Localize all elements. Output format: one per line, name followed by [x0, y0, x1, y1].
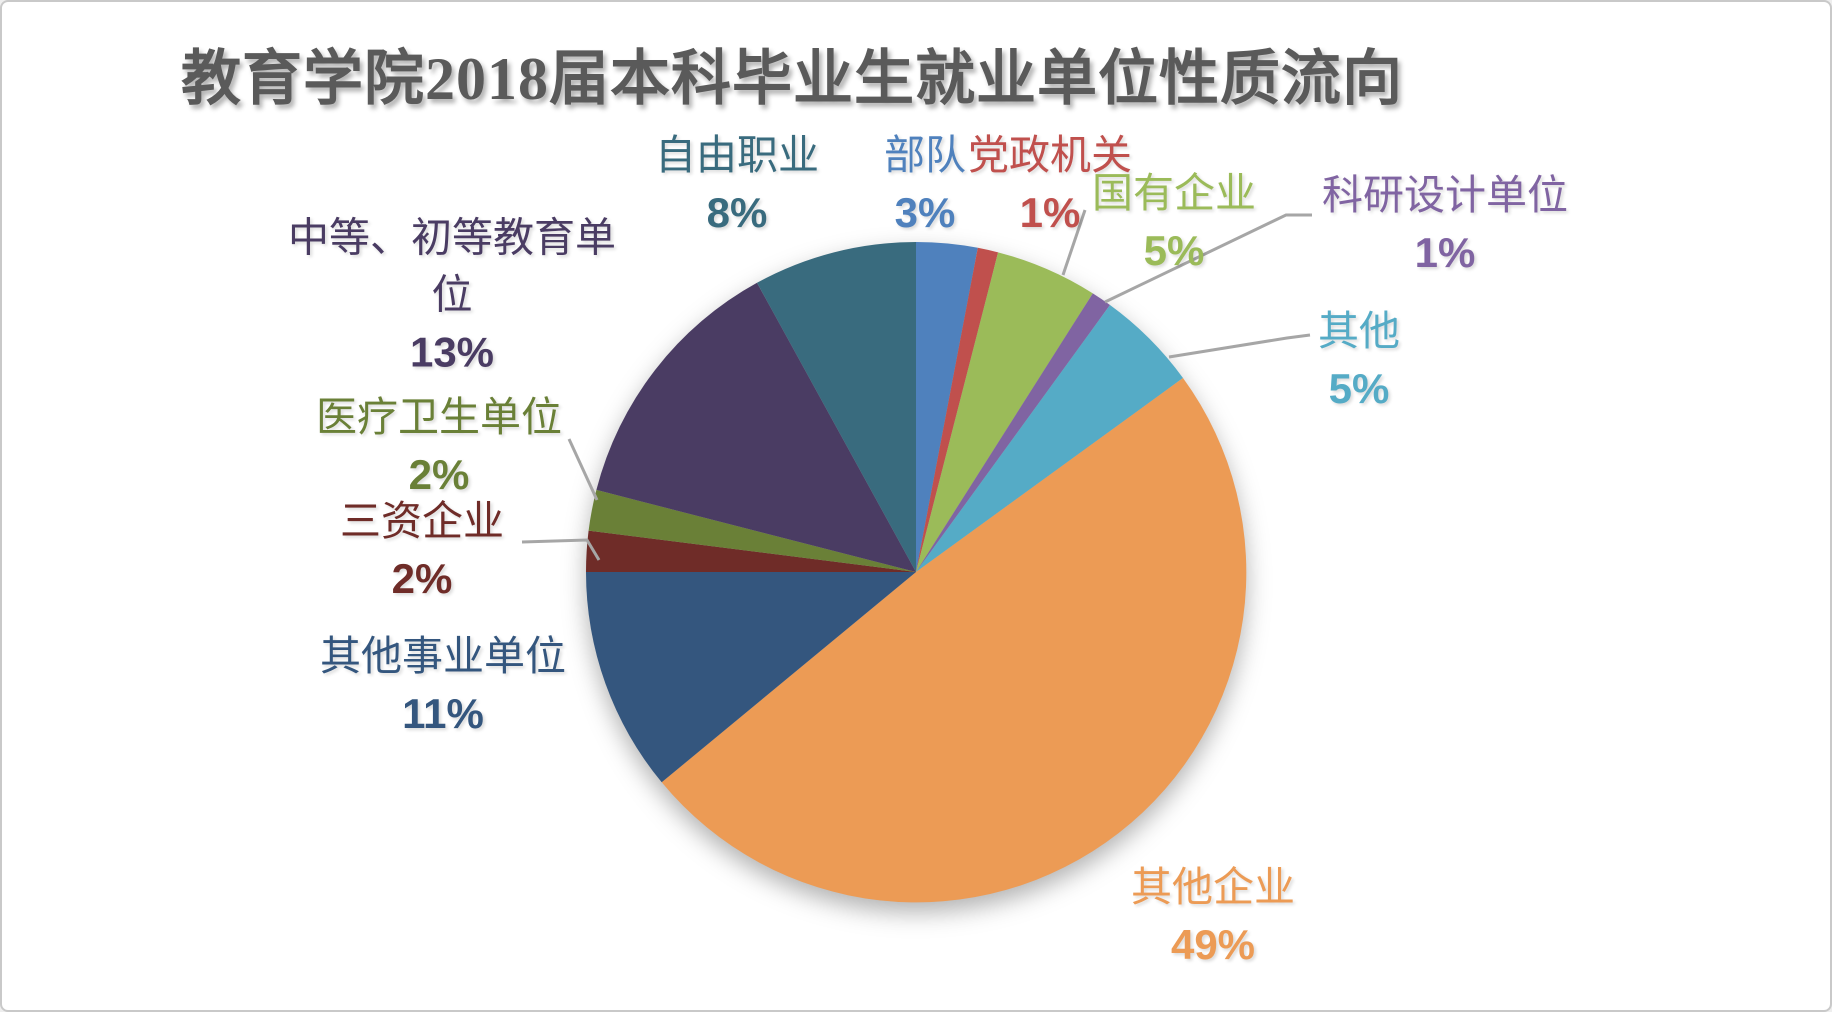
- slice-pct: 3%: [894, 189, 956, 236]
- pie-slice-医疗卫生单位: [588, 489, 916, 572]
- label-research-design-unit: 科研设计单位 1%: [1322, 167, 1568, 281]
- slice-name: 科研设计单位: [1322, 172, 1568, 218]
- label-secondary-primary-education-unit: 中等、初等教育单位 13%: [280, 210, 625, 381]
- label-other-public-institution: 其他事业单位 11%: [320, 628, 566, 742]
- pie-slice-其他企业: [661, 378, 1247, 903]
- pie-slice-中等、初等教育单位: [596, 282, 916, 572]
- pie-slice-其他: [916, 305, 1183, 572]
- slice-name: 其他企业: [1131, 864, 1295, 910]
- slice-name: 党政机关: [968, 132, 1132, 178]
- leader-line-foreign-invested-enterprise: [521, 538, 601, 561]
- leader-line-state-owned-enterprise: [1061, 209, 1087, 276]
- label-party-gov-organ: 党政机关 1%: [968, 127, 1132, 241]
- pie-slice-三资企业: [586, 530, 916, 572]
- pie-slice-党政机关: [916, 247, 999, 573]
- label-other-enterprise: 其他企业 49%: [1131, 859, 1295, 973]
- label-other: 其他 5%: [1318, 303, 1400, 417]
- label-foreign-invested-enterprise: 三资企业 2%: [340, 493, 504, 607]
- slice-pct: 5%: [1143, 227, 1205, 274]
- leader-lines-group: [521, 209, 1312, 561]
- pie-slice-其他事业单位: [586, 572, 916, 783]
- slice-name: 医疗卫生单位: [316, 394, 562, 440]
- slice-pct: 49%: [1170, 921, 1256, 968]
- slice-name: 自由职业: [655, 132, 819, 178]
- pie-slice-部队: [916, 241, 978, 572]
- slice-pct: 8%: [706, 189, 768, 236]
- slice-pct: 5%: [1328, 365, 1390, 412]
- pie-slice-自由职业: [757, 242, 916, 572]
- label-state-owned-enterprise: 国有企业 5%: [1092, 165, 1256, 279]
- slice-name: 中等、初等教育单位: [288, 214, 616, 318]
- pie-slices-group: [586, 241, 1247, 903]
- slice-pct: 2%: [408, 451, 470, 498]
- leader-line-other: [1168, 333, 1311, 359]
- slice-pct: 11%: [402, 690, 484, 737]
- leader-line-research-design-unit: [1104, 213, 1312, 304]
- slice-name: 国有企业: [1092, 170, 1256, 216]
- slice-pct: 13%: [409, 328, 495, 376]
- slice-name: 三资企业: [340, 498, 504, 544]
- leader-line-medical-health-unit: [567, 438, 599, 501]
- slice-pct: 1%: [1414, 229, 1476, 276]
- label-army: 部队 3%: [884, 127, 966, 241]
- slice-name: 其他事业单位: [320, 633, 566, 679]
- slice-name: 其他: [1318, 308, 1400, 354]
- slice-name: 部队: [884, 132, 966, 178]
- slice-pct: 1%: [1019, 189, 1081, 236]
- label-freelance: 自由职业 8%: [655, 127, 819, 241]
- chart-title: 教育学院2018届本科毕业生就业单位性质流向: [181, 46, 1403, 112]
- label-medical-health-unit: 医疗卫生单位 2%: [316, 389, 562, 503]
- pie-slice-科研设计单位: [916, 293, 1110, 572]
- pie-slice-国有企业: [916, 252, 1093, 572]
- slice-pct: 2%: [391, 555, 453, 602]
